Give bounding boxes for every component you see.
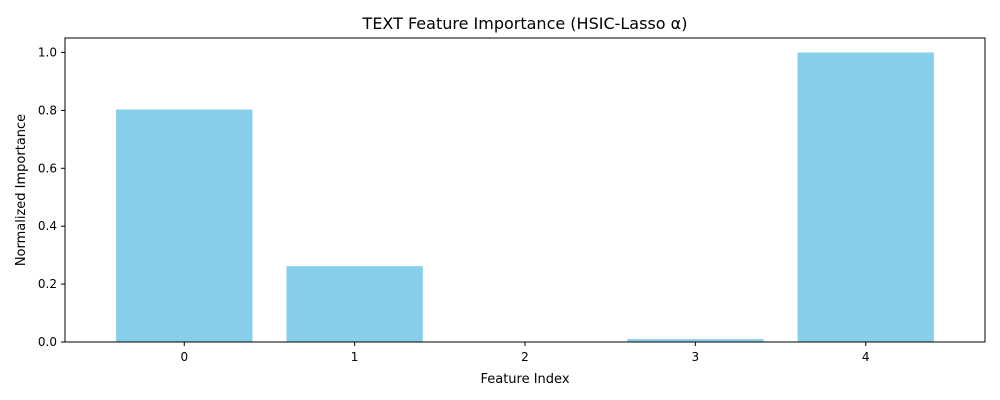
y-axis-label: Normalized Importance <box>14 114 29 266</box>
bar-feature-1 <box>286 266 423 342</box>
bar-feature-0 <box>116 109 253 342</box>
x-tick-label: 1 <box>351 350 359 364</box>
x-tick-label: 3 <box>692 350 700 364</box>
y-tick-label: 1.0 <box>38 45 57 59</box>
x-axis-label: Feature Index <box>480 372 569 387</box>
y-tick-label: 0.0 <box>38 335 57 349</box>
x-axis-ticks: 0 1 2 3 4 <box>180 342 870 364</box>
y-tick-label: 0.4 <box>38 219 57 233</box>
chart-title: TEXT Feature Importance (HSIC-Lasso α) <box>362 14 688 33</box>
x-tick-label: 4 <box>862 350 870 364</box>
plot-frame <box>64 37 986 343</box>
bar-feature-3 <box>627 339 764 342</box>
bar-feature-4 <box>797 52 934 342</box>
y-tick-label: 0.8 <box>38 103 57 117</box>
x-tick-label: 2 <box>521 350 529 364</box>
y-axis-ticks: 0.0 0.2 0.4 0.6 0.8 1.0 <box>38 45 65 349</box>
y-tick-label: 0.6 <box>38 161 57 175</box>
y-tick-label: 0.2 <box>38 277 57 291</box>
bars-group <box>116 52 934 342</box>
x-tick-label: 0 <box>180 350 188 364</box>
